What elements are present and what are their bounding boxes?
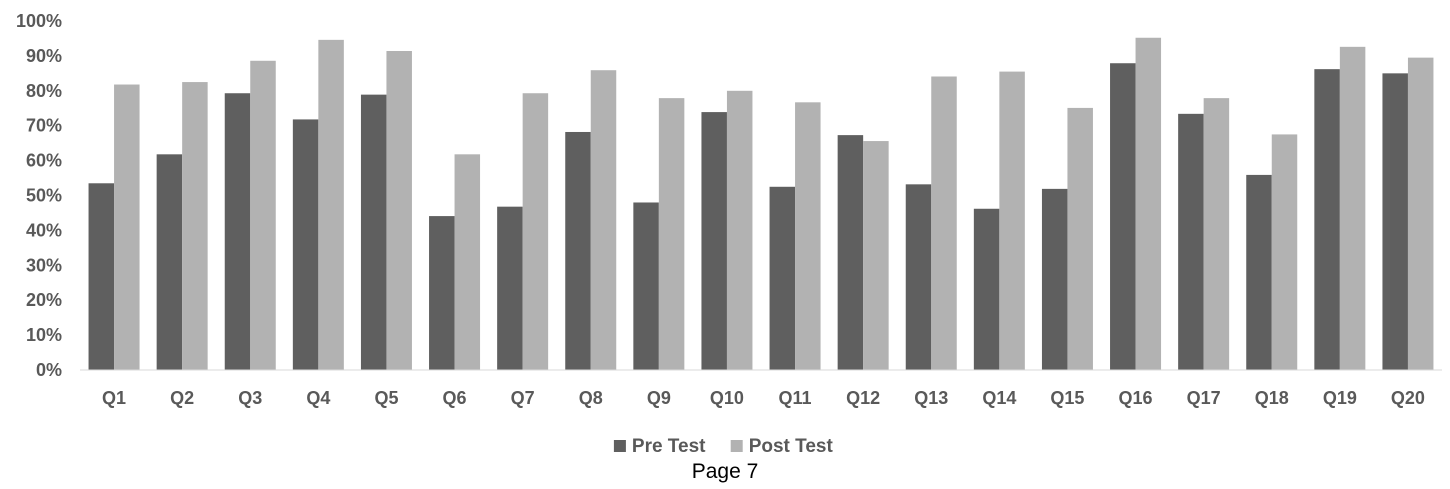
post-test-bar xyxy=(590,70,617,371)
post-test-bar xyxy=(931,76,957,371)
y-tick-label: 30% xyxy=(26,255,62,275)
post-test-bar xyxy=(386,51,412,370)
pre-test-bar xyxy=(565,131,591,370)
page-number: Page 7 xyxy=(691,460,759,483)
pre-test-bar xyxy=(497,206,523,370)
x-tick-label: Q3 xyxy=(238,388,262,408)
legend: Pre Test Post Test xyxy=(613,436,834,455)
x-tick-label: Q1 xyxy=(102,388,126,408)
pre-test-bar xyxy=(156,154,183,370)
pre-test-bar xyxy=(1382,73,1408,370)
post-test-bar xyxy=(454,154,481,370)
pre-test-bar xyxy=(360,94,387,370)
x-tick-label: Q13 xyxy=(914,388,948,408)
x-tick-label: Q15 xyxy=(1050,388,1084,408)
pre-test-bar xyxy=(429,216,455,370)
x-tick-label: Q19 xyxy=(1323,388,1357,408)
y-tick-label: 0% xyxy=(36,360,62,380)
post-test-bar xyxy=(182,82,208,370)
pre-test-bar xyxy=(1246,174,1272,370)
y-axis: 0% 10% 20% 30% 40% 50% 60% 70% 80% 90% 100% xyxy=(16,11,62,380)
x-tick-label: Q5 xyxy=(374,388,398,408)
x-tick-label: Q8 xyxy=(579,388,603,408)
post-test-bar xyxy=(114,84,140,371)
x-tick-label: Q4 xyxy=(306,388,330,408)
x-tick-label: Q6 xyxy=(443,388,467,408)
pre-test-bar xyxy=(1178,113,1204,370)
post-test-bar xyxy=(522,93,549,371)
post-test-bar xyxy=(795,102,821,370)
y-tick-label: 90% xyxy=(26,46,62,66)
x-tick-label: Q18 xyxy=(1255,388,1289,408)
legend-swatch-pre-test xyxy=(613,440,626,452)
post-test-bar xyxy=(250,60,276,370)
y-tick-label: 80% xyxy=(26,81,62,101)
post-test-bar xyxy=(658,98,685,370)
x-tick-label: Q20 xyxy=(1391,388,1425,408)
pre-test-bar xyxy=(701,112,727,370)
post-test-bar xyxy=(726,90,753,371)
pre-test-bar xyxy=(837,135,864,370)
post-test-bar xyxy=(1203,98,1230,370)
legend-swatch-post-test xyxy=(730,440,743,452)
x-tick-label: Q7 xyxy=(511,388,535,408)
post-test-bar xyxy=(999,71,1025,371)
pre-test-bar xyxy=(1110,63,1136,370)
x-tick-label: Q16 xyxy=(1119,388,1153,408)
x-tick-label: Q9 xyxy=(647,388,671,408)
y-tick-label: 100% xyxy=(16,11,62,31)
post-test-bar xyxy=(1067,107,1093,371)
pre-test-bar xyxy=(224,93,251,371)
pre-test-bar xyxy=(973,208,1000,370)
pre-test-bar xyxy=(769,186,796,370)
pre-test-bar xyxy=(88,183,115,370)
post-test-bar xyxy=(1407,57,1434,370)
bars xyxy=(88,37,1434,371)
bar-chart: 0% 10% 20% 30% 40% 50% 60% 70% 80% 90% 100% Q1 Q2 Q3… xyxy=(16,11,1442,455)
pre-test-bar xyxy=(1314,69,1340,370)
post-test-bar xyxy=(1339,46,1366,370)
post-test-bar xyxy=(1271,134,1298,370)
y-tick-label: 70% xyxy=(26,116,62,136)
pre-test-bar xyxy=(1041,188,1068,370)
y-tick-label: 60% xyxy=(26,151,62,171)
legend-label-post-test: Post Test xyxy=(749,436,834,455)
post-test-bar xyxy=(318,39,344,370)
x-tick-label: Q17 xyxy=(1187,388,1221,408)
y-tick-label: 50% xyxy=(26,186,62,206)
x-tick-label: Q11 xyxy=(779,388,812,408)
post-test-bar xyxy=(1135,37,1162,370)
x-tick-label: Q10 xyxy=(710,388,744,408)
x-tick-label: Q12 xyxy=(846,388,880,408)
y-tick-label: 20% xyxy=(26,290,62,310)
pre-test-bar xyxy=(633,202,659,370)
pre-test-bar xyxy=(905,184,932,370)
x-axis: Q1 Q2 Q3 Q4 Q5 Q6 Q7 Q8 Q9 Q10 Q11 Q12 Q13 Q14 Q15 Q16 Q… xyxy=(80,369,1442,408)
x-tick-label: Q2 xyxy=(170,388,194,408)
pre-test-bar xyxy=(292,119,319,370)
y-tick-label: 10% xyxy=(26,325,62,345)
legend-label-pre-test: Pre Test xyxy=(632,436,706,455)
y-tick-label: 40% xyxy=(26,220,62,240)
x-tick-label: Q14 xyxy=(982,388,1016,408)
post-test-bar xyxy=(863,141,889,370)
